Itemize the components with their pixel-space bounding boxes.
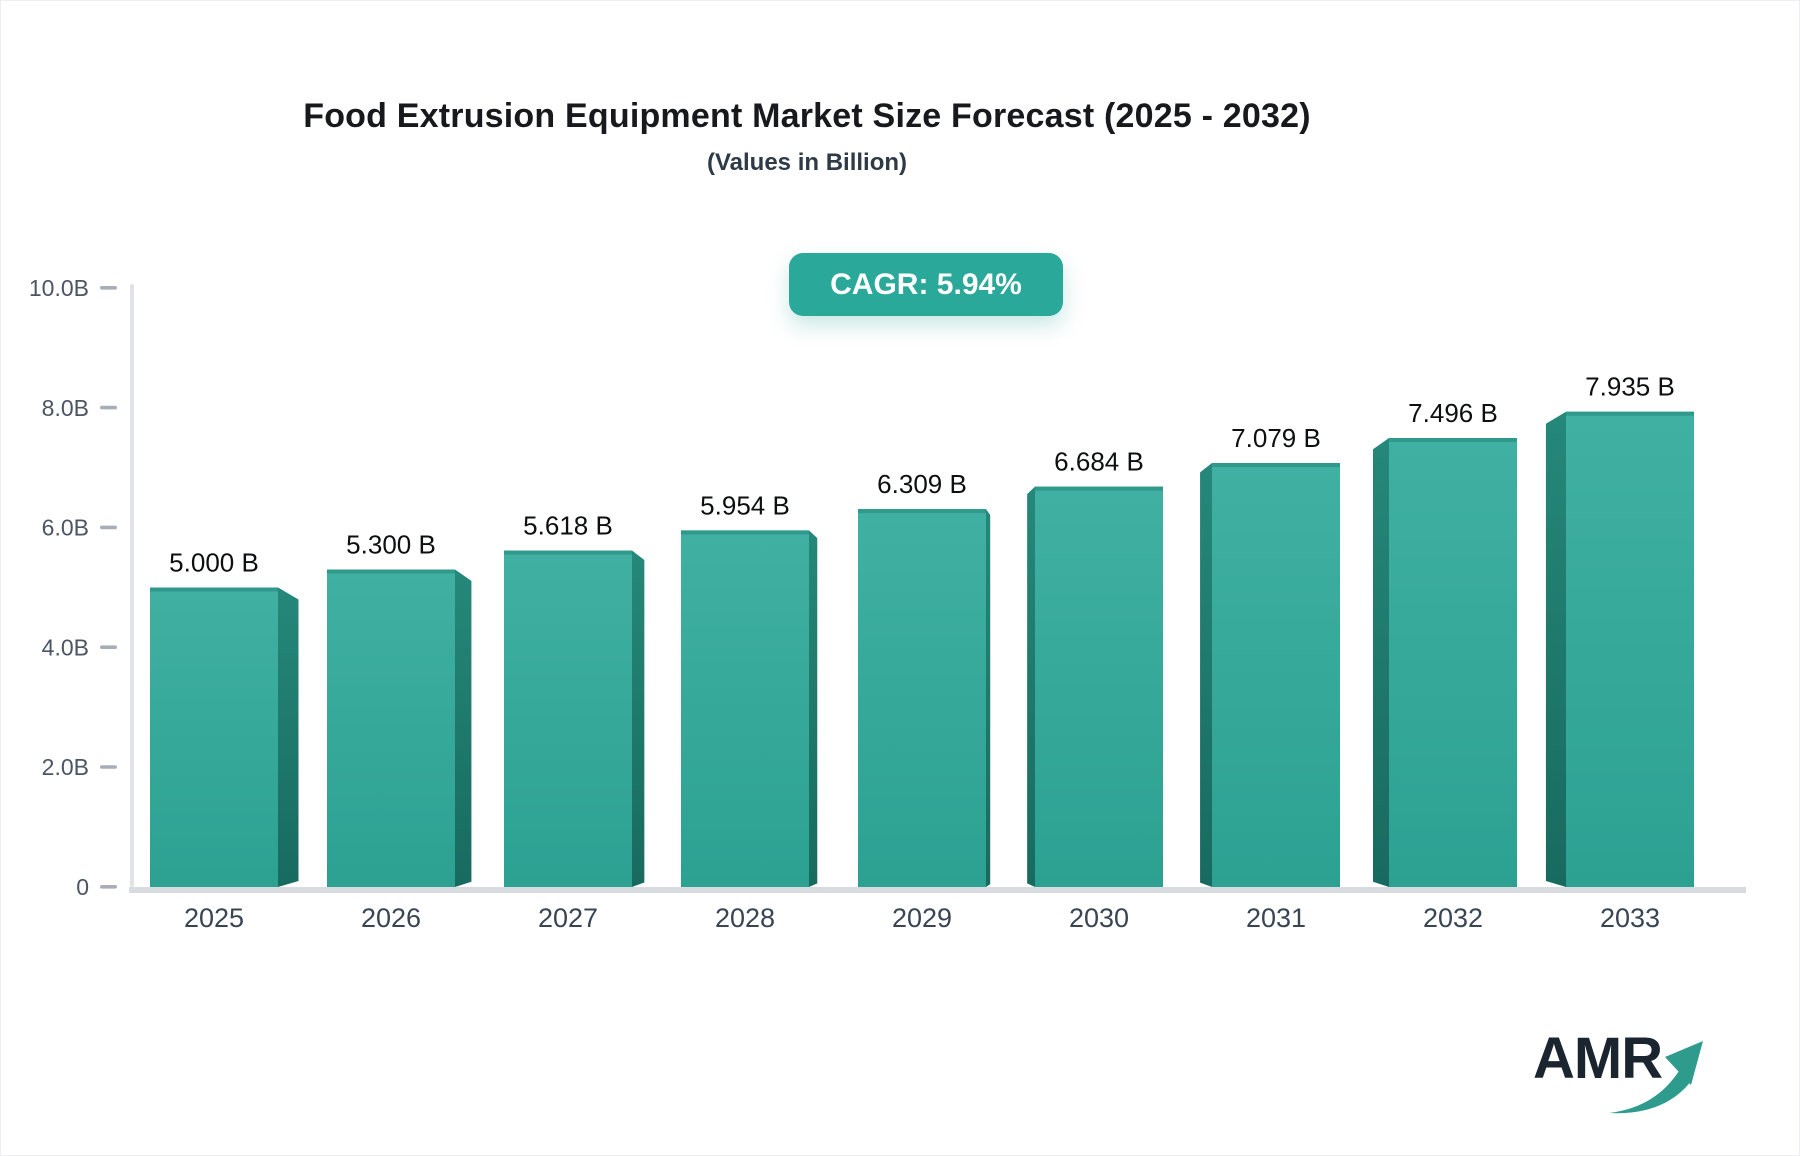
bar-group-2027: 5.618 B 2027 bbox=[504, 511, 645, 933]
x-tick-label: 2027 bbox=[538, 903, 598, 933]
bar-group-2032: 7.496 B 2032 bbox=[1372, 398, 1517, 933]
y-tick-label: 0 bbox=[76, 874, 89, 900]
bar-side-face bbox=[1545, 411, 1566, 887]
y-tick-mark bbox=[100, 286, 117, 290]
bar-side-face bbox=[455, 569, 472, 887]
x-tick-label: 2025 bbox=[184, 903, 244, 933]
y-tick-label: 2.0B bbox=[42, 754, 89, 780]
x-tick-label: 2031 bbox=[1246, 903, 1306, 933]
bar-group-2030: 6.684 B 2030 bbox=[1027, 447, 1163, 933]
bar-group-2033: 7.935 B 2033 bbox=[1545, 372, 1694, 933]
logo-arrow-icon bbox=[1609, 1041, 1703, 1114]
bar-top-edge bbox=[1212, 463, 1340, 467]
bar-front-face bbox=[150, 587, 278, 887]
chart-title: Food Extrusion Equipment Market Size For… bbox=[303, 97, 1311, 135]
bar-front-face bbox=[681, 530, 809, 887]
bar-value-label: 5.954 B bbox=[700, 490, 790, 520]
amr-logo: AMR bbox=[1533, 1029, 1713, 1129]
bar-front-face bbox=[327, 569, 455, 887]
bar-value-label: 6.684 B bbox=[1054, 447, 1144, 477]
bar-top-edge bbox=[1566, 411, 1694, 416]
y-tick-label: 8.0B bbox=[42, 395, 89, 421]
y-axis-line bbox=[130, 284, 134, 887]
bar-top-edge bbox=[681, 530, 809, 535]
bar-top-edge bbox=[1389, 438, 1517, 442]
bar-group-2029: 6.309 B 2029 bbox=[858, 469, 991, 933]
bar-top-edge bbox=[1035, 486, 1163, 491]
x-tick-label: 2032 bbox=[1423, 903, 1483, 933]
y-tick-mark bbox=[100, 645, 117, 649]
bar-front-face bbox=[1035, 486, 1163, 887]
bar-top-edge bbox=[150, 587, 278, 592]
bar-side-face bbox=[1372, 438, 1389, 887]
amr-logo-text: AMR bbox=[1533, 1026, 1663, 1091]
y-tick-label: 4.0B bbox=[42, 634, 89, 660]
bar-side-face bbox=[1200, 463, 1212, 887]
bar-side-face bbox=[632, 550, 645, 887]
bar-group-2028: 5.954 B 2028 bbox=[681, 490, 818, 933]
bar-group-2031: 7.079 B 2031 bbox=[1200, 423, 1340, 933]
y-tick-label: 10.0B bbox=[29, 275, 89, 301]
bar-side-face bbox=[278, 587, 299, 887]
bar-side-face bbox=[1027, 486, 1035, 887]
bar-top-edge bbox=[858, 509, 986, 514]
y-tick-mark bbox=[100, 885, 117, 889]
bar-front-face bbox=[1566, 411, 1694, 887]
y-tick-label: 6.0B bbox=[42, 515, 89, 541]
x-axis-line bbox=[129, 887, 1746, 893]
bar-value-label: 5.618 B bbox=[523, 511, 613, 541]
x-tick-label: 2029 bbox=[892, 903, 952, 933]
x-tick-label: 2028 bbox=[715, 903, 775, 933]
x-tick-label: 2030 bbox=[1069, 903, 1129, 933]
bar-value-label: 5.000 B bbox=[169, 548, 259, 578]
bar-value-label: 7.496 B bbox=[1408, 398, 1498, 428]
chart-subtitle: (Values in Billion) bbox=[706, 149, 908, 176]
bar-side-face bbox=[986, 509, 991, 887]
bar-front-face bbox=[858, 509, 986, 887]
bar-group-2026: 5.300 B 2026 bbox=[327, 530, 472, 933]
x-tick-label: 2033 bbox=[1600, 903, 1660, 933]
bar-front-face bbox=[1212, 463, 1340, 887]
x-tick-label: 2026 bbox=[361, 903, 421, 933]
y-tick-mark bbox=[100, 525, 117, 530]
bar-value-label: 6.309 B bbox=[877, 469, 967, 499]
bar-front-face bbox=[1389, 438, 1517, 887]
y-tick-mark bbox=[100, 765, 117, 769]
bar-top-edge bbox=[327, 569, 455, 574]
y-tick-mark bbox=[100, 405, 117, 410]
bar-value-label: 7.079 B bbox=[1231, 423, 1321, 453]
bar-top-edge bbox=[504, 550, 632, 555]
bar-front-face bbox=[504, 550, 632, 887]
bar-group-2025: 5.000 B 2025 bbox=[150, 548, 299, 933]
bar-value-label: 7.935 B bbox=[1585, 372, 1675, 402]
cagr-badge: CAGR: 5.94% bbox=[789, 253, 1063, 316]
bar-side-face bbox=[809, 530, 818, 887]
bar-value-label: 5.300 B bbox=[346, 530, 436, 560]
